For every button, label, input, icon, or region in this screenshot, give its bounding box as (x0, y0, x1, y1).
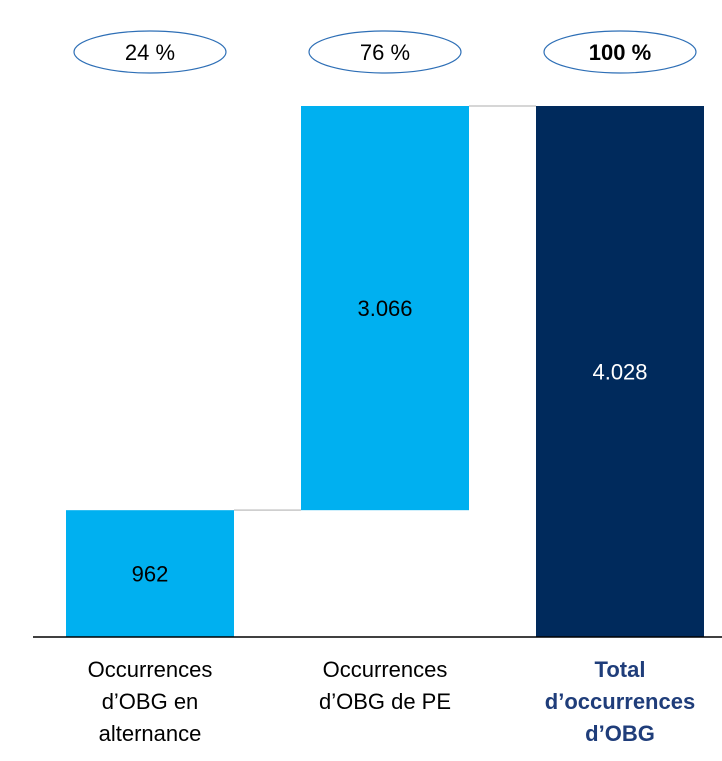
percent-label: 100 % (589, 40, 651, 65)
category-label-line: d’OBG de PE (319, 689, 451, 714)
percent-labels: 24 % 76 % 100 % (73, 30, 697, 74)
category-label-line: Occurrences (88, 657, 213, 682)
category-label-line: d’OBG en (102, 689, 199, 714)
bars (66, 106, 704, 637)
bar-2 (301, 106, 469, 511)
bar-value-label: 4.028 (592, 360, 647, 385)
percent-label: 24 % (125, 40, 175, 65)
percent-ellipse (308, 30, 462, 74)
bar-1 (66, 510, 234, 637)
category-label-line: d’OBG (585, 721, 655, 746)
bar-total (536, 106, 704, 637)
percent-ellipse (73, 30, 227, 74)
category-label-line: Occurrences (323, 657, 448, 682)
category-label: Occurrences d’OBG de PE (319, 657, 451, 714)
category-labels: Occurrences d’OBG en alternanceOccurrences… (88, 657, 696, 746)
bar-value-labels: 962 3.066 4.028 (132, 296, 648, 587)
bar-value-label: 3.066 (357, 296, 412, 321)
percent-ellipse (543, 30, 697, 74)
category-label-line: alternance (99, 721, 202, 746)
category-label: Occurrences d’OBG en alternance (88, 657, 213, 746)
percent-label: 76 % (360, 40, 410, 65)
category-label-line: Total (595, 657, 646, 682)
category-label: Total d’occurrences d’OBG (545, 657, 695, 746)
category-label-line: d’occurrences (545, 689, 695, 714)
connector-lines (234, 105, 536, 511)
bar-value-label: 962 (132, 562, 169, 587)
